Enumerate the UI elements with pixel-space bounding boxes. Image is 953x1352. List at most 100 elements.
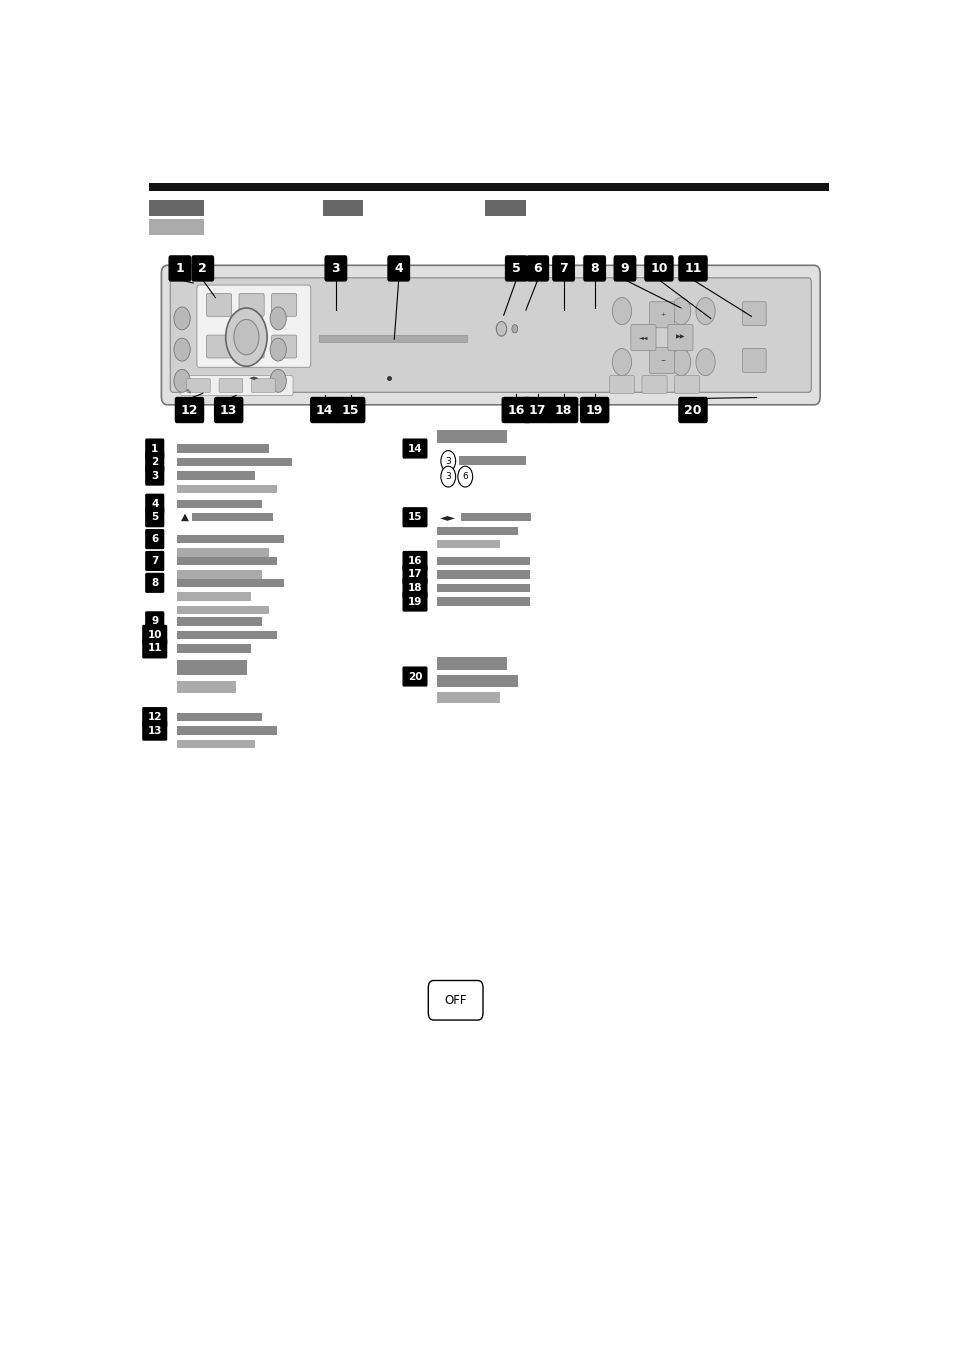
FancyBboxPatch shape	[609, 376, 634, 393]
Text: +: +	[659, 312, 664, 316]
Bar	[436, 541, 499, 549]
FancyBboxPatch shape	[206, 293, 232, 316]
Circle shape	[173, 338, 190, 361]
Text: ▶▶: ▶▶	[676, 335, 685, 339]
Circle shape	[270, 369, 286, 392]
Text: 13: 13	[148, 726, 162, 735]
FancyBboxPatch shape	[146, 466, 164, 485]
FancyBboxPatch shape	[192, 256, 213, 281]
Text: ◄►: ◄►	[439, 512, 456, 522]
Text: ▲: ▲	[180, 512, 189, 522]
Bar	[176, 740, 254, 749]
Bar	[176, 445, 269, 453]
Text: 17: 17	[528, 403, 546, 416]
FancyBboxPatch shape	[311, 397, 338, 422]
Text: 6: 6	[462, 472, 468, 481]
FancyBboxPatch shape	[143, 639, 167, 658]
Text: 17: 17	[407, 569, 422, 580]
FancyBboxPatch shape	[403, 439, 426, 458]
FancyBboxPatch shape	[143, 721, 167, 740]
Text: 14: 14	[407, 443, 422, 453]
FancyBboxPatch shape	[146, 612, 164, 630]
FancyBboxPatch shape	[146, 495, 164, 512]
Text: OFF: OFF	[444, 994, 466, 1007]
FancyBboxPatch shape	[428, 980, 482, 1019]
Text: 6: 6	[151, 534, 158, 544]
FancyBboxPatch shape	[741, 349, 765, 373]
Circle shape	[270, 307, 286, 330]
FancyBboxPatch shape	[214, 397, 242, 422]
FancyBboxPatch shape	[614, 256, 635, 281]
Text: 13: 13	[220, 403, 237, 416]
Text: ◄►: ◄►	[249, 375, 259, 381]
FancyBboxPatch shape	[146, 552, 164, 571]
FancyBboxPatch shape	[143, 707, 167, 726]
Circle shape	[440, 466, 456, 487]
Text: 8: 8	[151, 577, 158, 588]
Bar	[436, 657, 507, 671]
FancyBboxPatch shape	[403, 667, 426, 685]
FancyBboxPatch shape	[501, 397, 530, 422]
Text: 12: 12	[180, 403, 198, 416]
Text: 11: 11	[683, 262, 701, 274]
Bar	[176, 571, 262, 579]
FancyBboxPatch shape	[161, 265, 820, 404]
Circle shape	[496, 322, 506, 337]
Bar	[436, 676, 518, 687]
Text: 8: 8	[590, 262, 598, 274]
FancyBboxPatch shape	[583, 256, 605, 281]
FancyBboxPatch shape	[272, 335, 296, 358]
Text: 4: 4	[394, 262, 403, 274]
FancyBboxPatch shape	[175, 397, 203, 422]
FancyBboxPatch shape	[644, 256, 672, 281]
FancyBboxPatch shape	[187, 379, 210, 392]
Bar	[176, 645, 251, 653]
FancyBboxPatch shape	[336, 397, 364, 422]
FancyBboxPatch shape	[252, 379, 275, 392]
Text: 10: 10	[148, 630, 162, 639]
Text: 9: 9	[151, 617, 158, 626]
FancyBboxPatch shape	[146, 508, 164, 527]
Bar	[318, 335, 466, 342]
Circle shape	[173, 307, 190, 330]
Bar	[176, 579, 284, 587]
Text: 19: 19	[585, 403, 602, 416]
Text: 2: 2	[151, 457, 158, 466]
FancyBboxPatch shape	[325, 256, 346, 281]
Text: 20: 20	[407, 672, 422, 681]
FancyBboxPatch shape	[630, 324, 656, 350]
Text: 18: 18	[407, 583, 422, 594]
Text: 5: 5	[151, 512, 158, 522]
Bar	[176, 458, 292, 466]
Text: 2: 2	[198, 262, 207, 274]
Bar	[436, 430, 507, 443]
FancyBboxPatch shape	[403, 592, 426, 611]
FancyBboxPatch shape	[741, 301, 765, 326]
FancyBboxPatch shape	[403, 508, 426, 527]
Circle shape	[233, 319, 258, 354]
FancyBboxPatch shape	[239, 335, 264, 358]
Text: 16: 16	[507, 403, 524, 416]
Text: 16: 16	[407, 556, 422, 566]
Bar	[176, 557, 276, 565]
Text: 19: 19	[407, 596, 422, 607]
FancyBboxPatch shape	[403, 565, 426, 584]
Bar	[176, 660, 247, 676]
Text: 1: 1	[175, 262, 184, 274]
FancyBboxPatch shape	[146, 439, 164, 458]
Bar	[436, 584, 529, 592]
FancyBboxPatch shape	[239, 293, 264, 316]
Circle shape	[671, 297, 690, 324]
Text: 3: 3	[151, 470, 158, 480]
Text: 7: 7	[558, 262, 567, 274]
FancyBboxPatch shape	[679, 256, 706, 281]
Bar	[176, 713, 262, 721]
Text: 6: 6	[533, 262, 541, 274]
Text: 7: 7	[151, 556, 158, 566]
Text: 18: 18	[555, 403, 572, 416]
Text: ✎: ✎	[186, 388, 192, 395]
Circle shape	[457, 466, 472, 487]
FancyBboxPatch shape	[206, 335, 232, 358]
FancyBboxPatch shape	[667, 324, 692, 350]
FancyBboxPatch shape	[143, 626, 167, 645]
